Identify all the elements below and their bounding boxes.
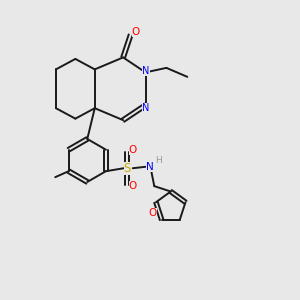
Text: N: N <box>142 103 150 112</box>
Text: H: H <box>155 156 162 165</box>
Text: O: O <box>148 208 157 218</box>
Text: N: N <box>142 66 150 76</box>
Text: O: O <box>129 145 137 155</box>
Text: S: S <box>124 162 131 175</box>
Text: O: O <box>132 27 140 37</box>
Text: N: N <box>146 162 154 172</box>
Text: O: O <box>129 181 137 191</box>
